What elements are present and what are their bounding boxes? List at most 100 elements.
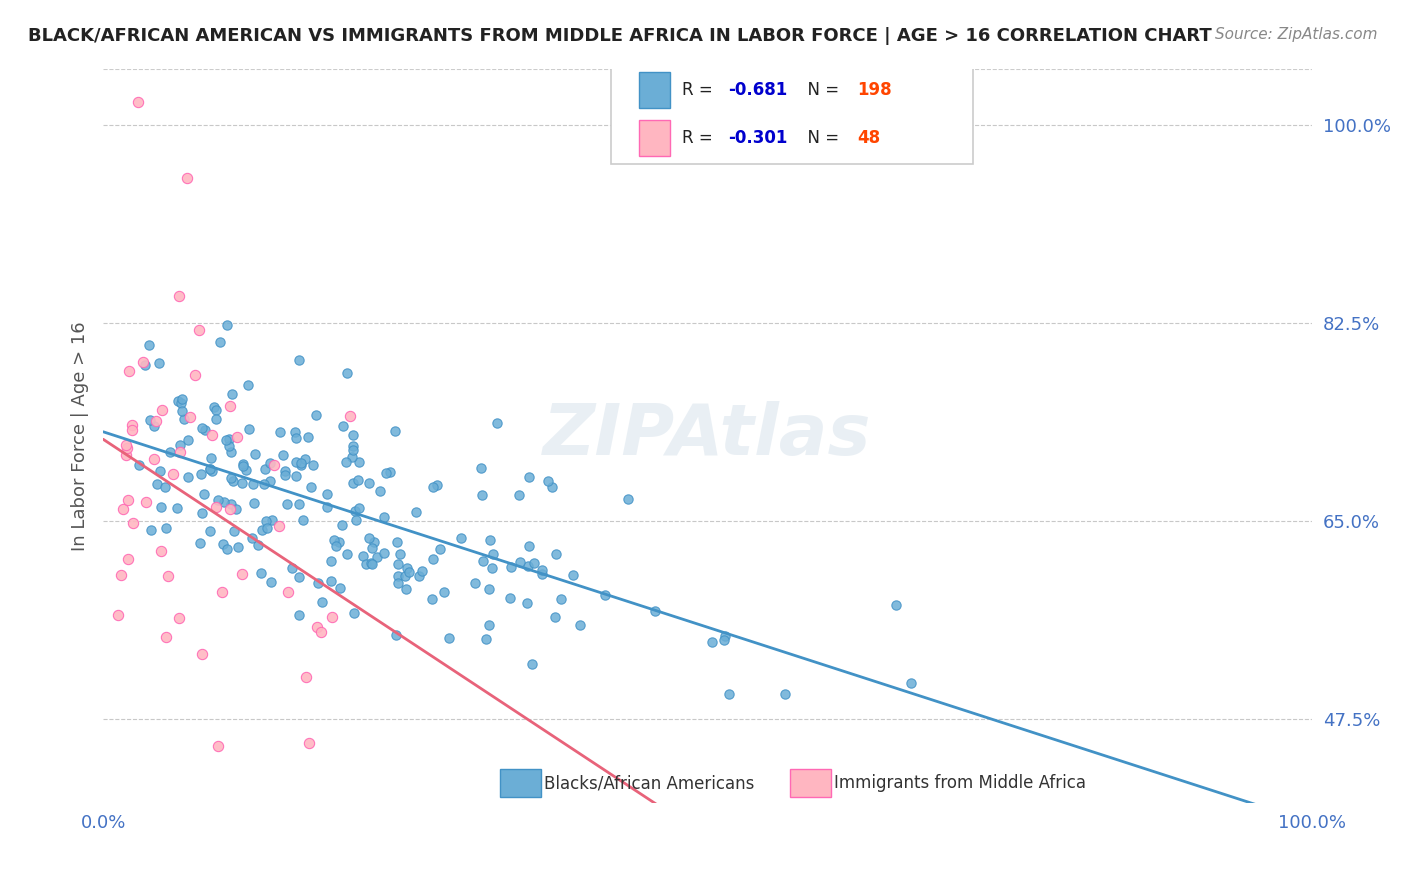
Point (153, 480, 176, 494)
Point (322, 533, 344, 547)
Point (387, 569, 409, 583)
Point (225, 501, 247, 516)
Point (284, 431, 307, 445)
Point (335, 547, 357, 561)
Point (478, 582, 501, 596)
Point (544, 610, 567, 624)
Text: 48: 48 (858, 129, 880, 147)
Point (344, 513, 367, 527)
Point (499, 560, 522, 574)
FancyBboxPatch shape (790, 769, 831, 797)
Point (277, 584, 299, 599)
Point (385, 535, 408, 549)
Point (250, 523, 273, 537)
Point (380, 465, 402, 479)
Point (284, 425, 307, 439)
Point (134, 358, 156, 372)
Point (308, 575, 330, 590)
Text: 198: 198 (858, 81, 891, 99)
Point (142, 452, 165, 467)
Point (156, 569, 179, 583)
Point (135, 494, 157, 508)
Point (166, 500, 188, 515)
Point (225, 429, 247, 443)
FancyBboxPatch shape (638, 72, 671, 108)
FancyBboxPatch shape (638, 120, 671, 156)
Point (117, 552, 139, 566)
Point (537, 474, 560, 488)
Point (232, 458, 254, 473)
Point (342, 439, 364, 453)
Text: R =: R = (682, 129, 718, 147)
Point (450, 531, 472, 545)
Point (281, 560, 304, 574)
Point (336, 366, 359, 380)
Point (299, 480, 322, 494)
Point (139, 524, 162, 538)
Point (169, 611, 191, 625)
Point (149, 464, 172, 478)
Point (290, 458, 312, 472)
Point (205, 403, 228, 417)
Point (285, 469, 308, 483)
Point (394, 569, 416, 583)
Point (328, 535, 350, 549)
Point (219, 445, 242, 459)
Point (426, 478, 449, 492)
Point (107, 608, 129, 623)
Text: R =: R = (682, 81, 718, 99)
Point (273, 464, 295, 478)
Point (236, 378, 259, 392)
Point (190, 467, 212, 482)
Point (359, 532, 381, 546)
Point (302, 458, 325, 472)
Point (520, 657, 543, 671)
Point (231, 567, 253, 582)
Point (394, 582, 416, 596)
Point (481, 561, 503, 575)
Point (274, 467, 297, 482)
Point (221, 387, 243, 401)
Point (139, 413, 162, 427)
Point (332, 419, 354, 434)
Point (359, 476, 381, 491)
Point (259, 574, 281, 589)
Point (269, 425, 291, 439)
Point (146, 476, 169, 491)
Point (562, 568, 585, 582)
Point (145, 414, 167, 428)
Point (245, 447, 267, 461)
Point (167, 289, 190, 303)
Point (254, 515, 277, 529)
Point (250, 566, 273, 581)
Point (387, 557, 409, 571)
Text: N =: N = (797, 81, 845, 99)
Point (198, 524, 221, 538)
Point (439, 631, 461, 645)
Point (194, 423, 217, 437)
Point (433, 584, 456, 599)
Point (201, 428, 224, 442)
Point (226, 541, 249, 555)
Point (173, 412, 195, 426)
Point (347, 500, 370, 515)
Point (411, 564, 433, 578)
Point (713, 632, 735, 647)
Point (523, 557, 546, 571)
Point (297, 430, 319, 444)
Point (276, 498, 298, 512)
Point (294, 451, 316, 466)
FancyBboxPatch shape (610, 46, 973, 164)
Point (214, 494, 236, 508)
Point (714, 629, 737, 643)
Point (422, 480, 444, 494)
Point (254, 462, 277, 476)
Point (470, 460, 492, 475)
Text: BLACK/AFRICAN AMERICAN VS IMMIGRANTS FROM MIDDLE AFRICA IN LABOR FORCE | AGE > 1: BLACK/AFRICAN AMERICAN VS IMMIGRANTS FRO… (28, 27, 1212, 45)
Point (384, 424, 406, 438)
Point (325, 539, 347, 553)
Point (305, 409, 328, 423)
Text: -0.301: -0.301 (728, 129, 787, 147)
Point (207, 492, 229, 507)
Point (429, 542, 451, 557)
